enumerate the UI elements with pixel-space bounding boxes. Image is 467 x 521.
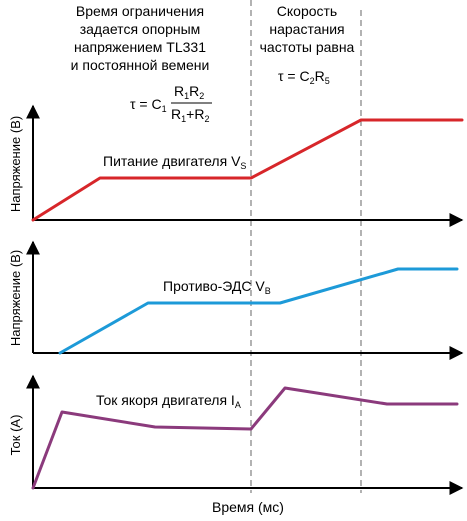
annotation-left-line-4: и постоянной вемени [71,57,210,73]
back-emf-curve [58,267,459,355]
armature-current-label: Ток якоря двигателя IA [96,392,241,410]
back-emf-label: Противо-ЭДС VB [163,278,271,296]
panel-top: Напряжение (В) Питание двигателя VS [8,104,464,227]
panel-middle: Напряжение (В) Противо-ЭДС VB [8,240,464,360]
annotation-right-line-3: частоты равна [260,39,355,55]
armature-current-curve [31,386,459,490]
formula-right: τ = C2R5 [278,68,330,86]
motor-supply-curve [31,118,464,222]
annotation-left-line-1: Время ограничения [76,3,204,19]
annotation-left-line-3: напряжением TL331 [74,39,206,55]
panel-top-y-label: Напряжение (В) [8,116,23,212]
motor-supply-label: Питание двигателя VS [103,153,246,171]
annotation-right-line-1: Скорость [277,3,337,19]
formula-left-numerator: R1R2 [174,83,204,101]
formula-left-tau: τ = C1 [130,96,167,114]
annotation-left-line-2: задается опорным [80,21,201,37]
x-axis-label: Время (мс) [212,499,284,515]
formula-left: τ = C1 R1R2 R1+R2 [130,83,212,124]
annotation-right-line-2: нарастания [269,21,344,37]
panel-middle-y-label: Напряжение (В) [8,250,23,346]
panel-bottom-y-label: Ток (А) [8,415,23,456]
panel-bottom: Ток (А) Ток якоря двигателя IA [8,374,464,495]
annotation-left: Время ограничения задается опорным напря… [71,3,210,73]
annotation-right: Скорость нарастания частоты равна τ = C2… [260,3,355,86]
formula-left-denominator: R1+R2 [171,106,209,124]
